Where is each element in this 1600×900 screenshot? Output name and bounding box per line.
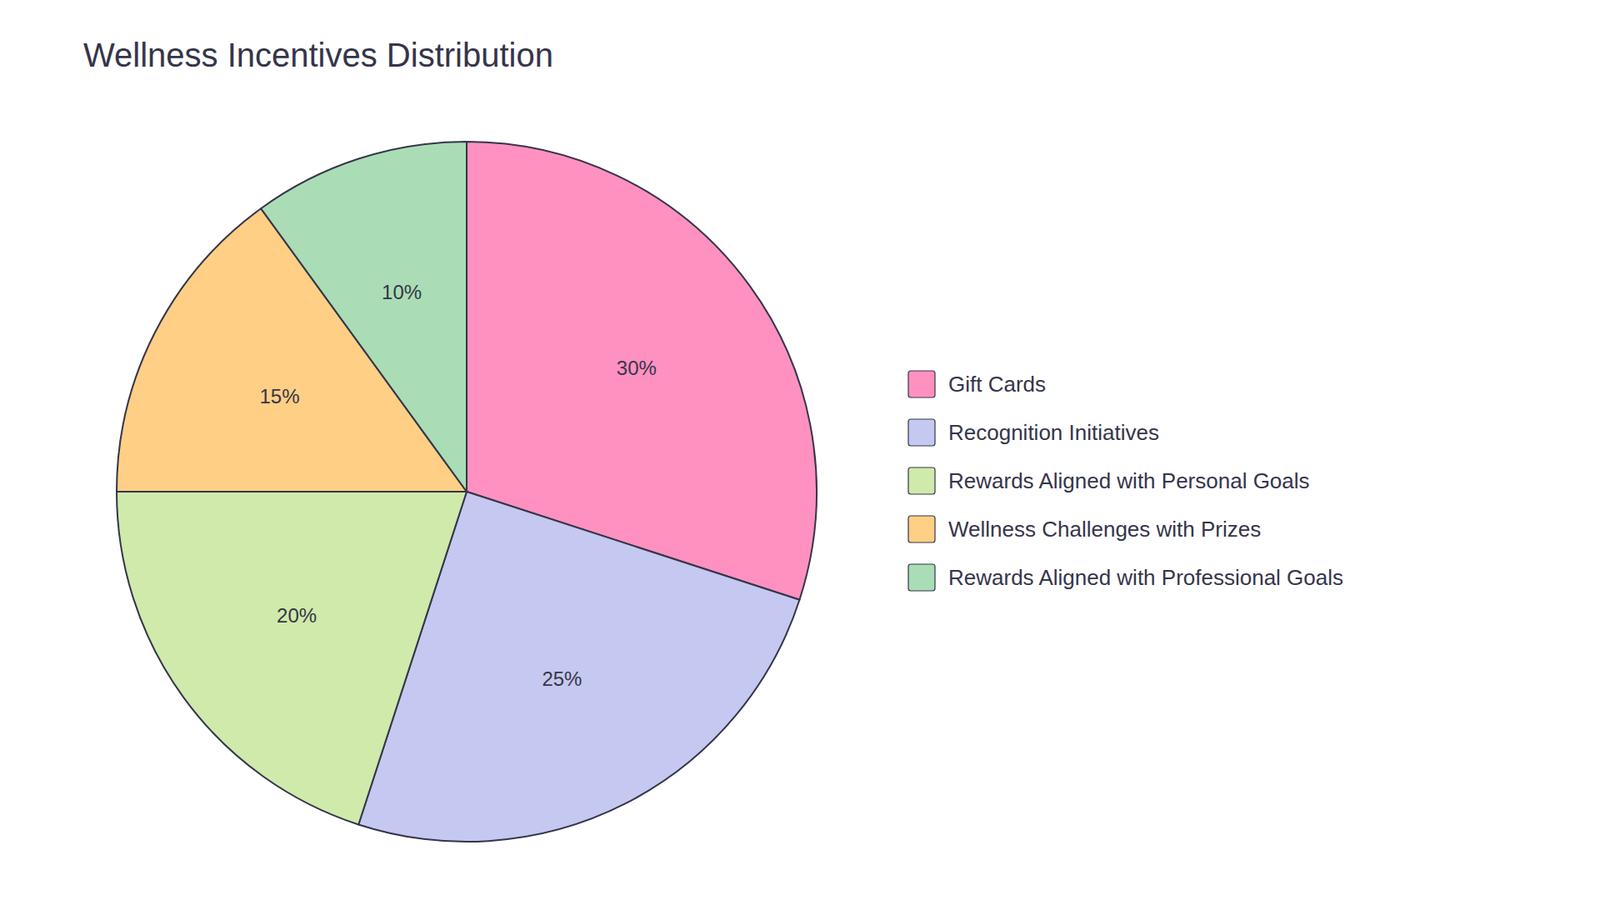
legend-swatch: [908, 370, 935, 398]
chart-svg: Wellness Incentives Distribution 30% 25% 20…: [0, 0, 1600, 900]
legend: Gift Cards Recognition Initiatives Rewards…: [908, 370, 1344, 591]
pie-slice: [116, 491, 467, 825]
data-label: 20%: [276, 604, 317, 627]
data-label: 10%: [381, 280, 422, 304]
legend-swatch: [908, 564, 935, 591]
legend-label: Gift Cards: [948, 371, 1046, 397]
data-label: 30%: [616, 356, 657, 380]
data-labels: 30% 25% 20% 15% 10%: [259, 280, 656, 690]
pie: [116, 141, 817, 842]
title: Wellness Incentives Distribution: [83, 36, 554, 74]
legend-swatch: [908, 419, 935, 446]
legend-label: Rewards Aligned with Personal Goals: [948, 468, 1310, 494]
legend-label: Wellness Challenges with Prizes: [948, 516, 1261, 542]
data-label: 25%: [541, 667, 582, 690]
legend-label: Recognition Initiatives: [948, 420, 1160, 445]
legend-swatch: [908, 515, 935, 543]
background: [0, 0, 1600, 900]
legend-label: Rewards Aligned with Professional Goals: [948, 565, 1344, 590]
legend-swatch: [908, 467, 935, 495]
data-label: 15%: [259, 385, 300, 408]
pie-slice: [260, 141, 467, 492]
chart-container: Wellness Incentives Distribution 30% 25% 20…: [0, 0, 1600, 900]
